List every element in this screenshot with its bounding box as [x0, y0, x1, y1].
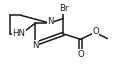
Text: Br: Br	[60, 4, 69, 13]
Text: N: N	[32, 41, 39, 50]
Text: O: O	[77, 50, 84, 59]
Text: O: O	[92, 27, 99, 36]
Text: N: N	[47, 17, 54, 26]
Text: HN: HN	[12, 29, 25, 38]
